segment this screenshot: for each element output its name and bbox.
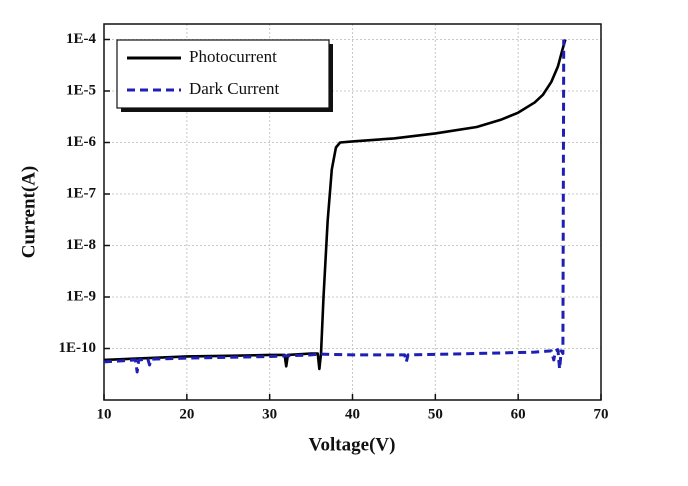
y-tick-label: 1E-5	[66, 82, 96, 98]
x-tick-label: 70	[594, 406, 609, 422]
y-axis-label: Current(A)	[18, 166, 39, 259]
y-tick-label: 1E-4	[66, 31, 97, 47]
y-tick-label: 1E-7	[66, 185, 97, 201]
legend-label: Dark Current	[189, 79, 279, 98]
x-tick-label: 50	[428, 406, 443, 422]
x-tick-label: 20	[179, 406, 194, 422]
legend-box	[116, 39, 330, 109]
y-tick-label: 1E-9	[66, 288, 96, 304]
x-tick-label: 30	[262, 406, 277, 422]
x-tick-label: 40	[345, 406, 360, 422]
x-tick-label: 60	[511, 406, 526, 422]
x-tick-label: 10	[97, 406, 112, 422]
x-axis-label: Voltage(V)	[309, 434, 396, 455]
legend: Photocurrent Dark Current	[116, 39, 333, 112]
legend-label: Photocurrent	[189, 47, 277, 66]
series-line	[103, 39, 567, 371]
y-tick-label: 1E-6	[66, 134, 97, 150]
plot-frame	[103, 23, 602, 401]
y-tick-label: 1E-10	[59, 340, 97, 356]
y-tick-label: 1E-8	[66, 237, 96, 253]
series-line	[103, 39, 566, 374]
